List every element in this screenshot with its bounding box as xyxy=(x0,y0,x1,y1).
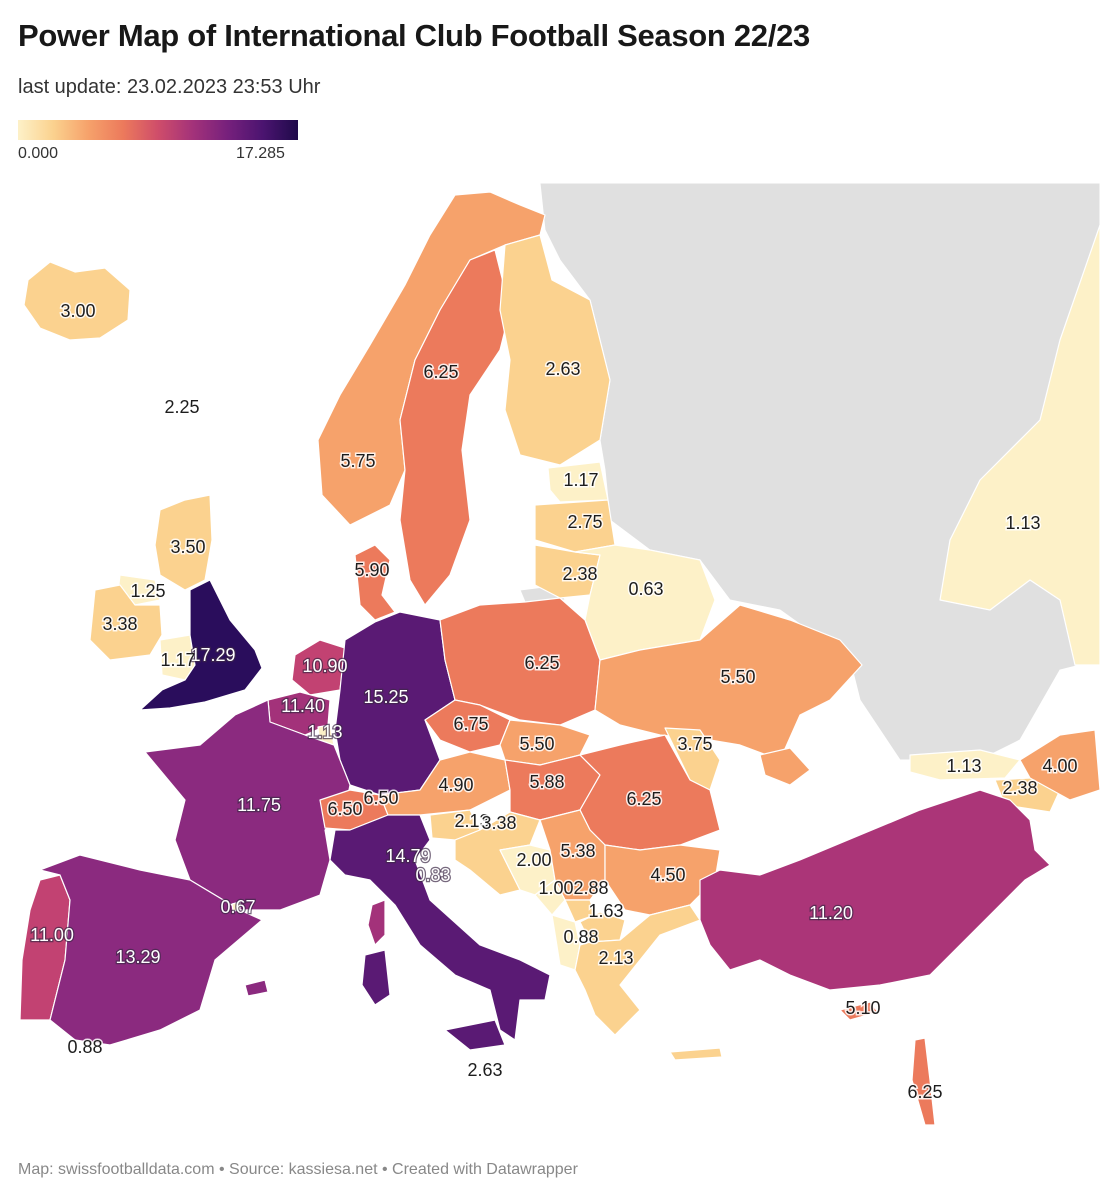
region-azerbaijan[interactable] xyxy=(1019,729,1101,801)
label-spain: 13.29 xyxy=(115,947,160,967)
region-kazakhstan[interactable] xyxy=(939,224,1101,666)
label-austria: 4.90 xyxy=(438,775,473,795)
label-wales: 1.17 xyxy=(160,650,195,670)
region-scotland[interactable] xyxy=(154,494,213,591)
label-serbia: 5.38 xyxy=(560,841,595,861)
label-turkey: 11.20 xyxy=(809,903,853,923)
label-andorra: 0.67 xyxy=(220,897,255,917)
label-malta: 2.63 xyxy=(467,1060,502,1080)
legend-max-label: 17.285 xyxy=(236,145,285,162)
region-sicily[interactable] xyxy=(444,1019,506,1051)
label-northern-ireland: 1.25 xyxy=(130,581,165,601)
label-finland: 2.63 xyxy=(545,359,580,379)
label-poland: 6.25 xyxy=(524,653,559,673)
map-subtitle: last update: 23.02.2023 23:53 Uhr xyxy=(18,76,321,98)
label-sweden: 6.25 xyxy=(423,362,458,382)
region-denmark[interactable] xyxy=(354,544,396,621)
label-israel: 6.25 xyxy=(907,1082,942,1102)
label-portugal: 11.00 xyxy=(30,925,74,945)
label-armenia: 2.38 xyxy=(1002,778,1037,798)
label-switzerland: 6.50 xyxy=(327,799,362,819)
label-denmark: 5.90 xyxy=(354,560,389,580)
label-czechia: 6.75 xyxy=(453,714,488,734)
label-montenegro: 1.00 xyxy=(538,878,573,898)
region-georgia[interactable] xyxy=(909,749,1021,781)
label-north-macedonia: 1.63 xyxy=(588,901,623,921)
label-slovenia: 2.13 xyxy=(454,811,489,831)
region-italy[interactable] xyxy=(329,814,551,1041)
label-romania: 6.25 xyxy=(626,789,661,809)
label-ireland: 3.38 xyxy=(102,614,137,634)
color-legend-bar xyxy=(18,120,298,140)
region-ukraine[interactable] xyxy=(594,604,863,761)
label-netherlands: 10.90 xyxy=(302,656,347,676)
label-faroe-islands: 2.25 xyxy=(164,397,199,417)
region-north-macedonia[interactable] xyxy=(579,911,626,943)
region-spain[interactable] xyxy=(39,854,263,1046)
map-title: Power Map of International Club Football… xyxy=(18,18,810,53)
label-norway: 5.75 xyxy=(340,451,375,471)
label-bosnia: 2.00 xyxy=(516,850,551,870)
region-england[interactable] xyxy=(139,579,263,711)
label-iceland: 3.00 xyxy=(60,301,95,321)
region-cyprus[interactable] xyxy=(839,1001,879,1021)
label-estonia: 1.17 xyxy=(563,470,598,490)
label-belarus: 0.63 xyxy=(628,579,663,599)
region-israel[interactable] xyxy=(911,1037,936,1126)
label-france: 11.75 xyxy=(237,795,281,815)
label-kazakhstan: 1.13 xyxy=(1005,513,1040,533)
label-gibraltar: 0.88 xyxy=(67,1037,102,1057)
map-footer-credits: Map: swissfootballdata.com • Source: kas… xyxy=(18,1161,578,1178)
label-slovakia: 5.50 xyxy=(519,734,554,754)
region-ireland[interactable] xyxy=(89,584,163,661)
label-england: 17.29 xyxy=(190,645,235,665)
label-luxembourg: 1.13 xyxy=(307,722,342,742)
label-bulgaria: 4.50 xyxy=(650,865,685,885)
label-kosovo: 2.88 xyxy=(573,878,608,898)
label-scotland: 3.50 xyxy=(170,537,205,557)
region-sardinia[interactable] xyxy=(361,949,391,1006)
label-germany: 15.25 xyxy=(363,687,408,707)
region-crimea[interactable] xyxy=(759,747,811,786)
label-azerbaijan: 4.00 xyxy=(1042,756,1077,776)
label-hungary: 5.88 xyxy=(529,772,564,792)
region-serbia[interactable] xyxy=(539,809,606,901)
region-iceland[interactable] xyxy=(23,261,131,341)
label-italy: 14.79 xyxy=(385,846,430,866)
label-georgia: 1.13 xyxy=(946,756,981,776)
label-belgium: 11.40 xyxy=(281,696,325,716)
region-andorra[interactable] xyxy=(231,901,241,912)
label-cyprus: 5.10 xyxy=(845,998,880,1018)
europe-map: 3.00 2.25 5.75 6.25 2.63 1.17 2.75 2.38 … xyxy=(19,182,1101,1126)
legend-min-label: 0.000 xyxy=(18,145,59,162)
label-croatia: 3.38 xyxy=(481,813,516,833)
label-liechtenstein: 6.50 xyxy=(363,788,398,808)
label-albania: 0.88 xyxy=(563,927,598,947)
region-estonia[interactable] xyxy=(547,461,609,503)
label-lithuania: 2.38 xyxy=(562,564,597,584)
label-moldova: 3.75 xyxy=(677,734,712,754)
region-crete[interactable] xyxy=(669,1047,723,1061)
label-greece: 2.13 xyxy=(598,948,633,968)
label-san-marino: 0.83 xyxy=(415,865,450,885)
region-turkey[interactable] xyxy=(699,789,1051,991)
label-latvia: 2.75 xyxy=(567,512,602,532)
region-balearic[interactable] xyxy=(244,979,269,997)
region-greece[interactable] xyxy=(574,904,701,1036)
region-corsica[interactable] xyxy=(367,899,386,946)
label-ukraine: 5.50 xyxy=(720,667,755,687)
region-finland[interactable] xyxy=(499,234,611,466)
